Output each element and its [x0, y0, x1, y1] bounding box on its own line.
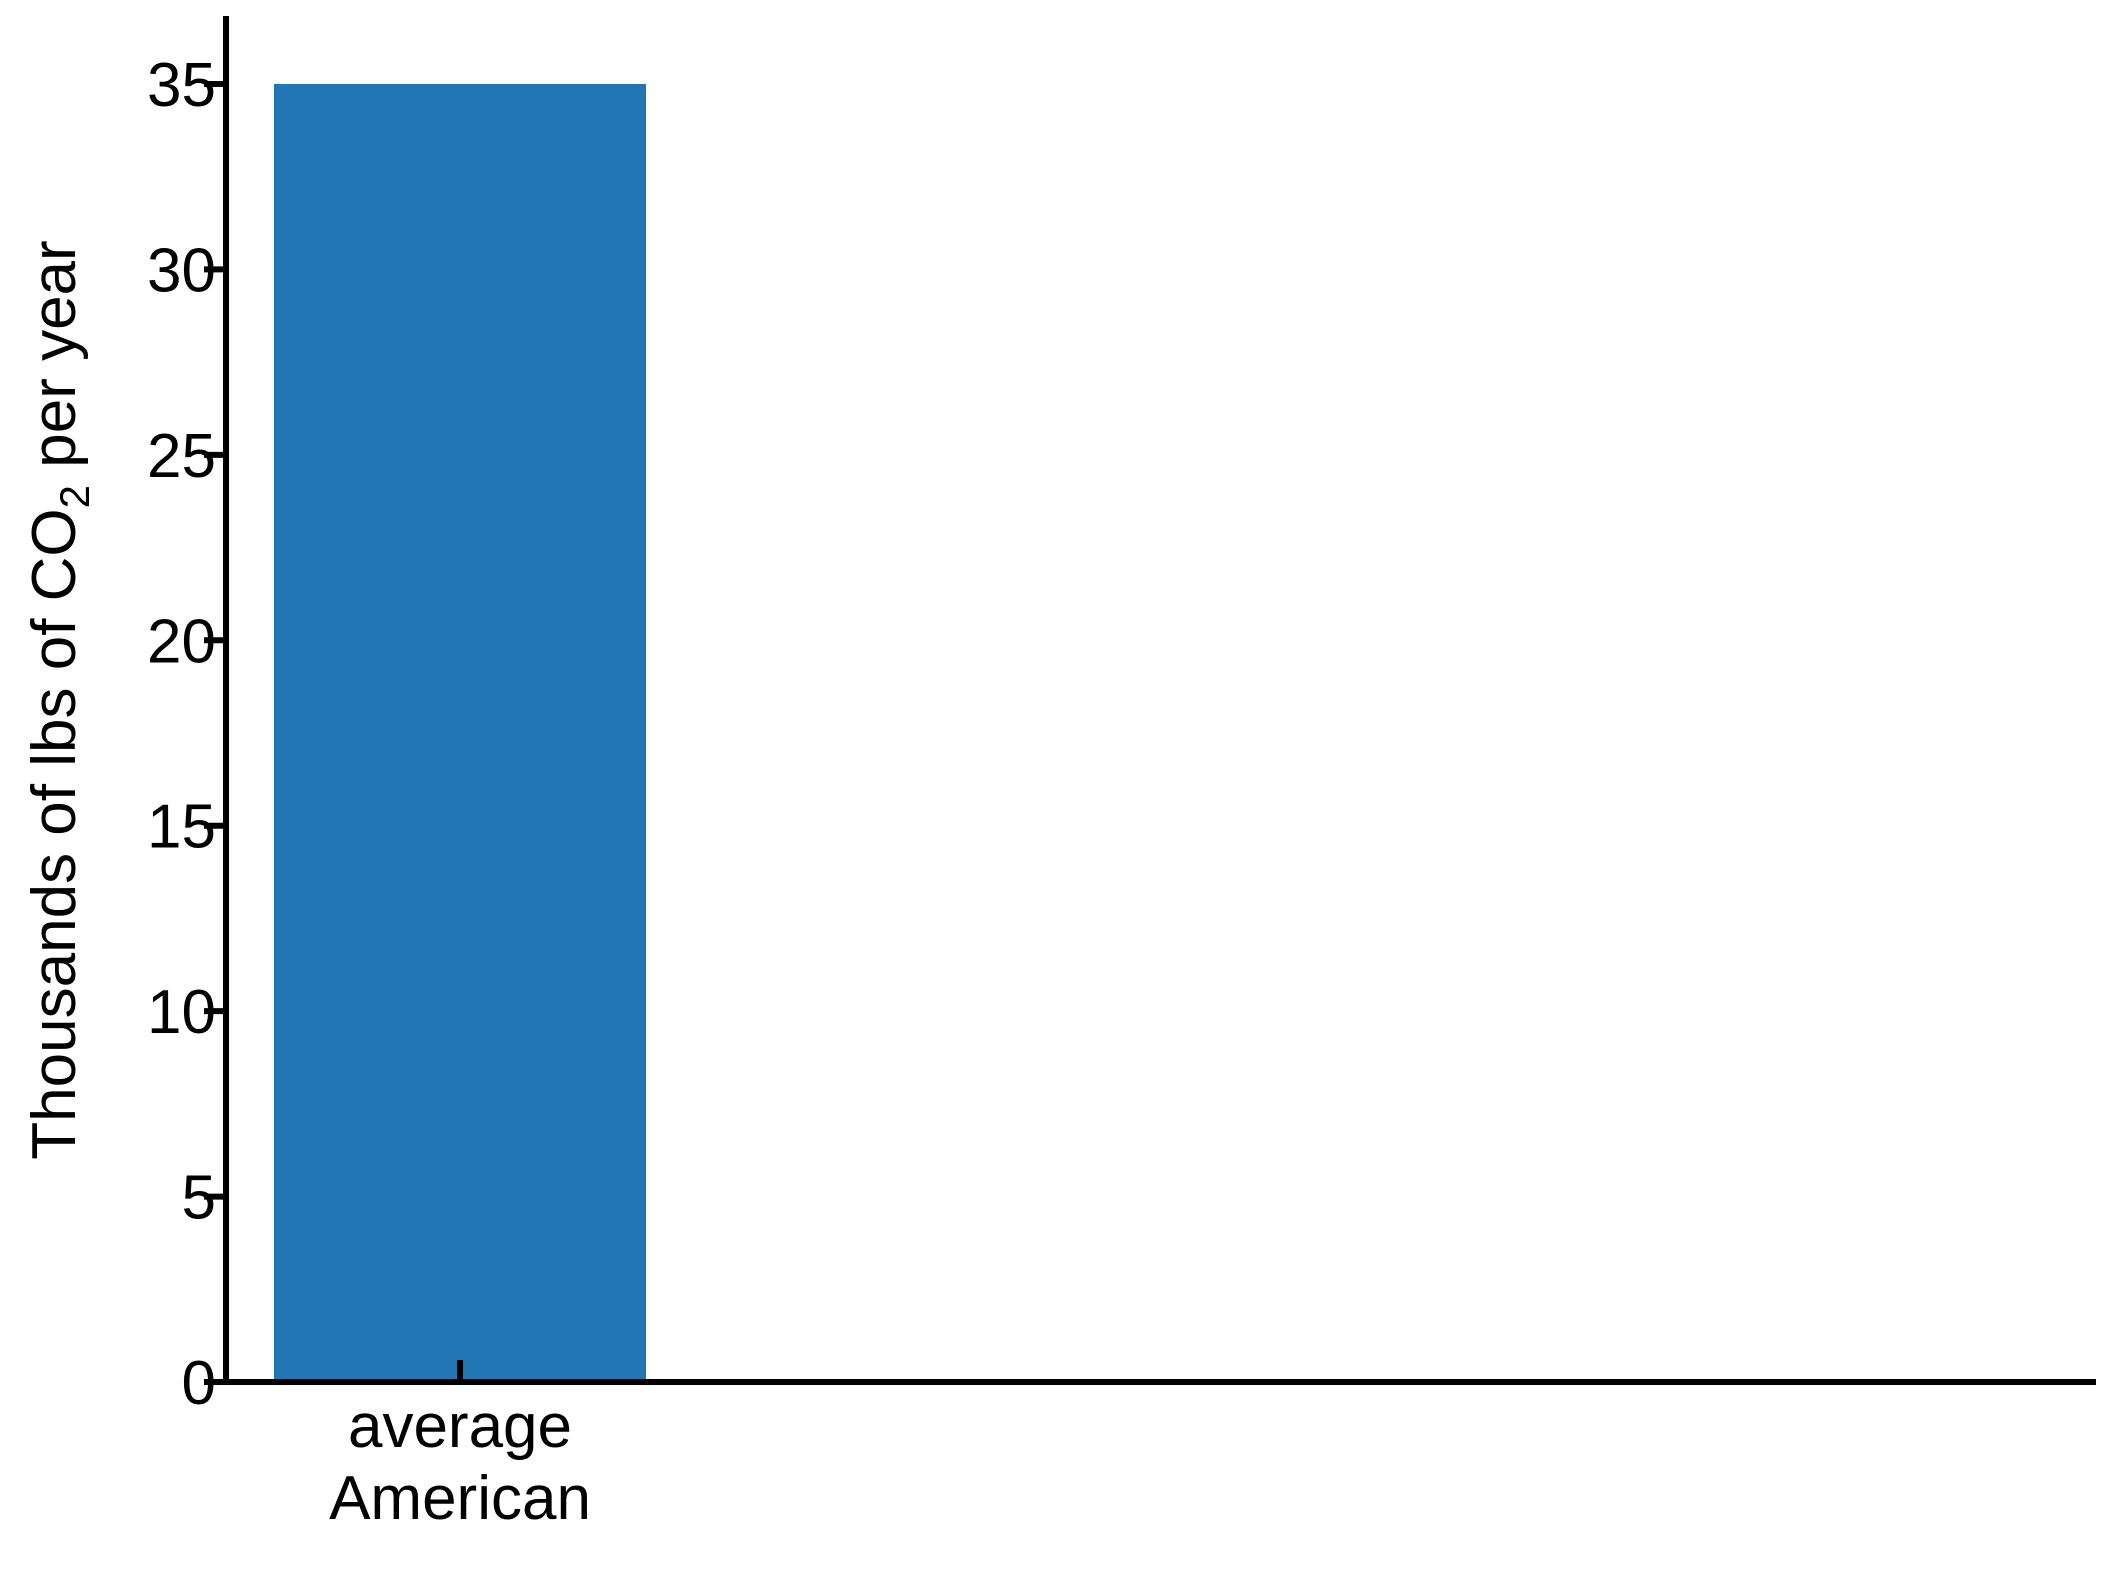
y-ticks-layer: 0 5 10 15 20 25 30 35: [147, 51, 226, 1418]
y-tick-label: 5: [182, 1164, 216, 1233]
axes-layer: [223, 16, 2096, 1385]
y-axis-label-subscript: 2: [51, 485, 98, 508]
y-tick-label: 20: [147, 607, 216, 676]
y-tick-label: 30: [147, 236, 216, 305]
y-tick-label: 35: [147, 51, 216, 120]
y-tick-label: 15: [147, 793, 216, 862]
y-tick-label: 25: [147, 422, 216, 491]
bar: [274, 84, 646, 1382]
y-tick-label: 0: [182, 1349, 216, 1418]
y-axis-label-suffix: per year: [20, 240, 89, 485]
y-axis-label: Thousands of lbs of CO2 per year: [20, 240, 98, 1159]
x-ticks-layer: average American: [329, 1360, 591, 1533]
y-axis-label-prefix: Thousands of lbs of CO: [20, 508, 89, 1159]
bars-layer: [274, 84, 646, 1382]
y-tick-label: 10: [147, 978, 216, 1047]
x-tick-label: average American: [329, 1392, 591, 1533]
